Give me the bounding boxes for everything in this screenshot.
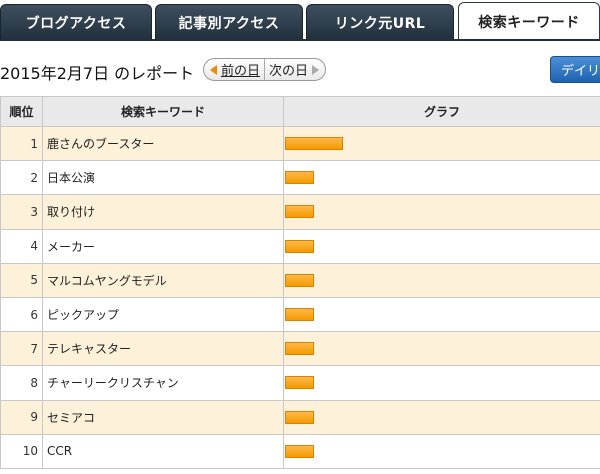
graph-cell — [283, 262, 600, 298]
tab-divider — [0, 39, 600, 41]
graph-cell — [283, 399, 600, 435]
keyword-cell: 鹿さんのブースター — [42, 125, 284, 162]
graph-bar — [285, 342, 314, 356]
rank-cell: 7 — [0, 331, 43, 367]
keyword-cell: 日本公演 — [42, 160, 284, 196]
arrow-left-icon — [210, 64, 217, 75]
graph-cell — [283, 194, 600, 230]
graph-cell — [283, 433, 600, 469]
rank-cell: 4 — [0, 228, 43, 264]
keyword-table: 順位 検索キーワード グラフ 1 鹿さんのブースター 2 日本公演 3 取り付け 4 メーカー… — [0, 96, 600, 469]
graph-bar — [285, 308, 314, 322]
table-row: 1 鹿さんのブースター — [0, 125, 600, 162]
graph-cell — [283, 331, 600, 367]
previous-day-label: 前の日 — [221, 64, 261, 79]
keyword-cell: ピックアップ — [42, 296, 284, 333]
table-row: 5 マルコムヤングモデル — [0, 262, 600, 298]
tab-referrer-url[interactable]: リンク元URL — [306, 4, 454, 40]
report-title: 2015年2月7日 のレポート — [0, 64, 195, 83]
next-day-label: 次の日 — [269, 64, 309, 79]
rank-cell: 1 — [0, 125, 43, 162]
keyword-cell: CCR — [42, 433, 284, 469]
tab-bar: ブログアクセス 記事別アクセス リンク元URL 検索キーワード — [0, 0, 600, 41]
daily-button[interactable]: デイリー — [550, 56, 600, 83]
graph-bar — [285, 137, 343, 151]
table-row: 4 メーカー — [0, 228, 600, 264]
tab-search-keyword[interactable]: 検索キーワード — [458, 2, 600, 40]
graph-cell — [283, 296, 600, 333]
rank-cell: 10 — [0, 433, 43, 469]
table-row: 7 テレキャスター — [0, 331, 600, 367]
graph-bar — [285, 376, 314, 390]
tab-article-access[interactable]: 記事別アクセス — [155, 4, 303, 40]
rank-cell: 5 — [0, 262, 43, 298]
rank-header: 順位 — [0, 96, 43, 127]
graph-bar — [285, 444, 314, 458]
table-row: 2 日本公演 — [0, 160, 600, 196]
rank-cell: 3 — [0, 194, 43, 230]
keyword-header: 検索キーワード — [42, 96, 284, 127]
previous-day-button[interactable]: 前の日 — [204, 59, 266, 80]
arrow-right-icon — [312, 64, 320, 75]
graph-cell — [283, 365, 600, 401]
table-row: 6 ピックアップ — [0, 296, 600, 333]
tab-blog-access[interactable]: ブログアクセス — [0, 4, 152, 40]
graph-cell — [283, 228, 600, 264]
graph-bar — [285, 410, 314, 424]
table-row: 3 取り付け — [0, 194, 600, 230]
table-row: 10 CCR — [0, 433, 600, 469]
graph-bar — [285, 239, 314, 253]
rank-cell: 2 — [0, 160, 43, 196]
keyword-cell: テレキャスター — [42, 331, 284, 367]
keyword-cell: マルコムヤングモデル — [42, 262, 284, 298]
table-row: 9 セミアコ — [0, 399, 600, 435]
rank-cell: 6 — [0, 296, 43, 333]
keyword-cell: チャーリークリスチャン — [42, 365, 284, 401]
rank-cell: 8 — [0, 365, 43, 401]
graph-header: グラフ — [283, 96, 600, 127]
keyword-cell: 取り付け — [42, 194, 284, 230]
graph-bar — [285, 171, 314, 185]
day-navigation: 前の日 次の日 — [203, 58, 327, 81]
table-header-row: 順位 検索キーワード グラフ — [0, 96, 600, 127]
keyword-cell: セミアコ — [42, 399, 284, 435]
graph-bar — [285, 205, 314, 219]
next-day-button[interactable]: 次の日 — [265, 59, 325, 80]
graph-bar — [285, 273, 314, 287]
keyword-cell: メーカー — [42, 228, 284, 264]
table-row: 8 チャーリークリスチャン — [0, 365, 600, 401]
graph-cell — [283, 160, 600, 196]
graph-cell — [283, 125, 600, 162]
rank-cell: 9 — [0, 399, 43, 435]
